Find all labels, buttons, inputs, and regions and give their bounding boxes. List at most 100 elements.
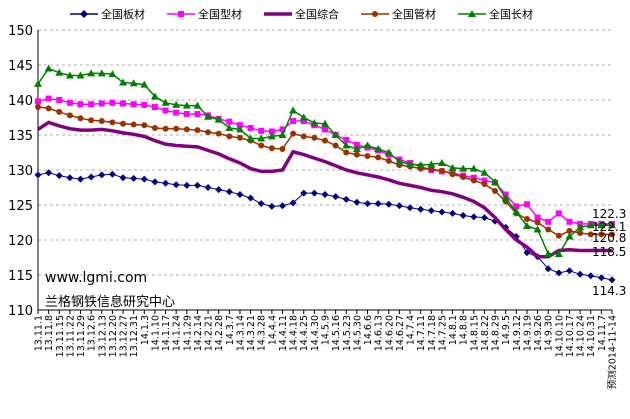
- x-tick-label: 14.9.12: [512, 315, 523, 351]
- data-point: [268, 128, 275, 135]
- x-tick-label: 14.9.5: [501, 315, 512, 345]
- x-tick-label: 14.1.24: [172, 315, 183, 351]
- data-point: [353, 198, 361, 206]
- data-point: [66, 174, 74, 182]
- data-point: [35, 98, 41, 105]
- data-point: [481, 177, 488, 184]
- data-point: [545, 218, 552, 225]
- data-point: [289, 199, 297, 207]
- data-point: [87, 173, 95, 181]
- x-tick-label: 14.6.20: [384, 315, 395, 351]
- data-point: [332, 142, 339, 149]
- legend: 全国板材 全国型材 全国综合 全国管材 全国长材: [70, 6, 533, 22]
- data-point: [267, 132, 276, 140]
- data-point: [300, 189, 308, 197]
- data-point: [428, 166, 435, 173]
- legend-swatch-icon: [458, 10, 486, 17]
- x-tick-label: 13.11.8: [44, 315, 55, 351]
- legend-item: 全国综合: [264, 6, 339, 22]
- x-tick-label: 14.3.14: [235, 315, 246, 351]
- data-point: [343, 136, 350, 143]
- x-tick-label: 13.12.27: [119, 315, 130, 357]
- data-point: [108, 70, 117, 78]
- watermark-org: 兰格钢铁信息研究中心: [45, 295, 176, 310]
- data-point: [97, 69, 106, 77]
- watermark-url: www.lgmi.com: [45, 270, 148, 286]
- data-point: [375, 154, 382, 161]
- x-tick-label: 14.2.21: [204, 315, 215, 351]
- data-point: [194, 111, 201, 117]
- data-point: [469, 164, 478, 172]
- y-tick-label: 115: [8, 269, 33, 284]
- data-point: [311, 134, 318, 141]
- data-point: [395, 202, 403, 210]
- y-tick-label: 145: [8, 59, 33, 74]
- data-point: [608, 276, 616, 284]
- data-point: [268, 202, 276, 210]
- data-point: [566, 227, 573, 234]
- data-point: [289, 106, 298, 114]
- legend-swatch-icon: [361, 11, 389, 17]
- data-point: [34, 171, 42, 179]
- data-point: [427, 207, 435, 215]
- data-point: [120, 100, 127, 107]
- data-point: [141, 101, 148, 108]
- data-point: [534, 214, 541, 221]
- data-point: [322, 137, 328, 144]
- data-point: [406, 160, 415, 168]
- data-point: [77, 101, 84, 108]
- x-tick-label: 14.10.17: [565, 315, 576, 357]
- data-point: [438, 208, 446, 216]
- data-point: [342, 195, 350, 203]
- data-point: [183, 181, 191, 189]
- legend-swatch-icon: [70, 10, 98, 18]
- data-point: [45, 95, 52, 102]
- data-point: [342, 141, 351, 149]
- x-tick-label: 14.1.17: [161, 315, 172, 351]
- data-point: [353, 151, 360, 158]
- data-point: [161, 98, 170, 106]
- data-point: [299, 113, 308, 121]
- data-point: [214, 115, 223, 123]
- data-point: [438, 167, 445, 174]
- data-point: [129, 79, 138, 87]
- x-tick-label: 14.8.29: [491, 315, 502, 351]
- data-point: [576, 223, 585, 231]
- data-point: [290, 118, 297, 124]
- data-point: [35, 104, 41, 110]
- data-point: [98, 171, 106, 179]
- x-tick-label: 14.5.16: [331, 315, 342, 351]
- data-point: [480, 168, 489, 176]
- end-value-label: 114.3: [592, 284, 626, 298]
- x-tick-label: 14.4.4: [267, 315, 278, 345]
- x-tick-label: 13.11.1: [34, 315, 45, 351]
- data-point: [449, 171, 456, 178]
- data-point: [246, 134, 255, 142]
- data-point: [151, 125, 158, 131]
- x-tick-label: 14.8.8: [459, 315, 470, 345]
- x-tick-label: 14.3.28: [257, 315, 268, 351]
- data-point: [513, 203, 520, 210]
- data-point: [279, 126, 286, 133]
- legend-label: 全国管材: [392, 8, 436, 21]
- data-point: [555, 269, 563, 277]
- data-point: [172, 181, 180, 189]
- x-tick-label: 14.11.7: [597, 315, 608, 351]
- data-point: [205, 129, 212, 136]
- data-point: [45, 169, 53, 177]
- x-tick-label: 14.4.11: [278, 315, 289, 351]
- data-point: [331, 131, 340, 138]
- data-point: [417, 205, 425, 213]
- x-tick-label: 14.5.30: [352, 315, 363, 351]
- data-point: [363, 141, 372, 149]
- data-point: [120, 120, 127, 127]
- data-point: [258, 127, 265, 134]
- data-point: [162, 107, 169, 114]
- x-tick-label: 13.12.13: [97, 315, 108, 357]
- x-tick-label: 14.1.29: [182, 315, 193, 351]
- x-tick-label: 14.2.28: [214, 315, 225, 351]
- data-point: [480, 214, 488, 222]
- data-point: [247, 194, 255, 202]
- x-tick-label: 14.3.7: [225, 315, 236, 345]
- data-point: [162, 125, 169, 132]
